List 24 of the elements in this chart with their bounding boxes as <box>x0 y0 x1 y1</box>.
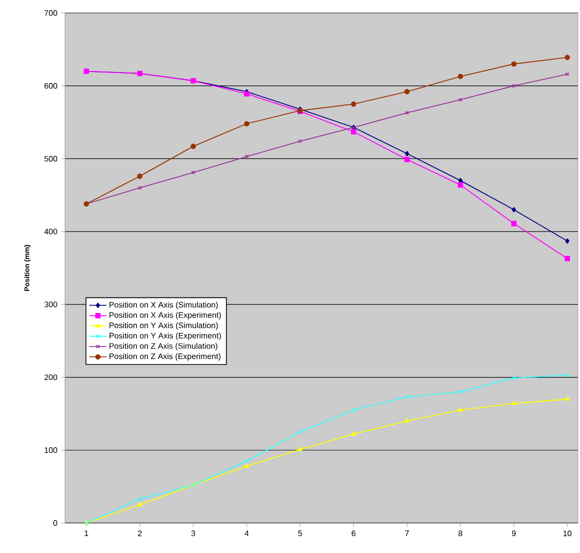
legend-label: Position on X Axis (Experiment) <box>110 312 221 320</box>
y-tick-label: 200 <box>44 374 58 380</box>
y-tick-label: 300 <box>44 302 58 308</box>
x-tick-label: 1 <box>84 530 88 536</box>
y-tick-label: 100 <box>44 447 58 453</box>
legend-label: Position on Z Axis (Experiment) <box>110 353 220 361</box>
x-tick-label: 8 <box>458 530 462 536</box>
y-tick-label: 700 <box>44 10 58 16</box>
x-tick-label: 2 <box>138 530 142 536</box>
x-tick-label: 3 <box>191 530 196 536</box>
y-tick-label: 600 <box>44 83 58 89</box>
y-tick-label: 500 <box>44 156 58 162</box>
legend-label: Position on Y Axis (Experiment) <box>110 332 221 340</box>
x-tick-label: 9 <box>512 530 516 536</box>
x-tick-label: 4 <box>244 530 249 536</box>
x-tick-label: 7 <box>405 530 409 536</box>
legend-label: Position on Y Axis (Simulation) <box>110 322 218 330</box>
x-tick-label: 10 <box>563 530 572 536</box>
y-tick-label: 400 <box>44 228 58 234</box>
y-tick-label: 0 <box>53 520 58 526</box>
legend-label: Position on X Axis (Simulation) <box>110 302 218 310</box>
x-tick-label: 5 <box>298 530 302 536</box>
x-tick-label: 6 <box>352 530 356 536</box>
legend-label: Position on Z Axis (Simulation) <box>110 342 218 350</box>
